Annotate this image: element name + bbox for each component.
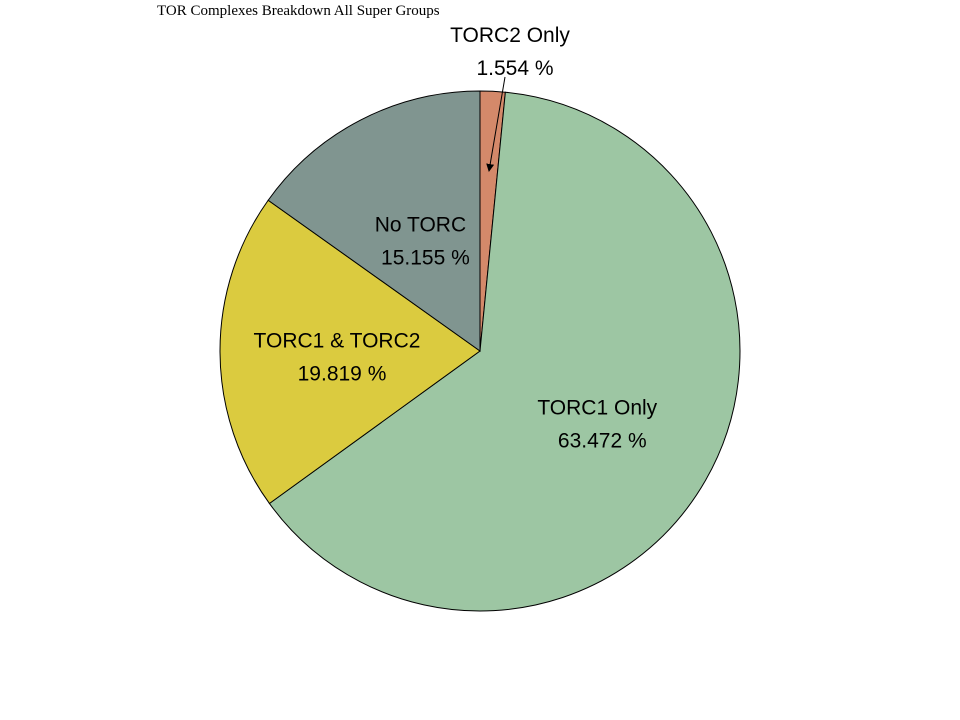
slice-value-torc2-only: 1.554 % bbox=[476, 57, 553, 80]
slice-label-torc2-only: TORC2 Only bbox=[450, 24, 570, 47]
slice-label-torc1-only: TORC1 Only bbox=[537, 396, 657, 419]
pie-slice-no-torc bbox=[267, 90, 481, 352]
chart-title: TOR Complexes Breakdown All Super Groups bbox=[157, 3, 440, 19]
pie-labels: TORC2 Only 1.554 % TORC1 Only 63.472 % TORC1… bbox=[254, 24, 658, 452]
slice-label-torc1-torc2: TORC1 & TORC2 bbox=[254, 330, 421, 353]
slice-value-torc1-torc2: 19.819 % bbox=[298, 363, 387, 386]
slice-value-no-torc: 15.155 % bbox=[381, 246, 470, 269]
slice-value-torc1-only: 63.472 % bbox=[558, 429, 647, 452]
pie-slice-torc1-only bbox=[268, 91, 741, 612]
pie-slices bbox=[219, 90, 741, 612]
slice-label-no-torc: No TORC bbox=[375, 213, 466, 236]
label-arrow-torc2-only bbox=[486, 76, 506, 172]
pie-slice-torc1-torc2 bbox=[219, 199, 481, 505]
